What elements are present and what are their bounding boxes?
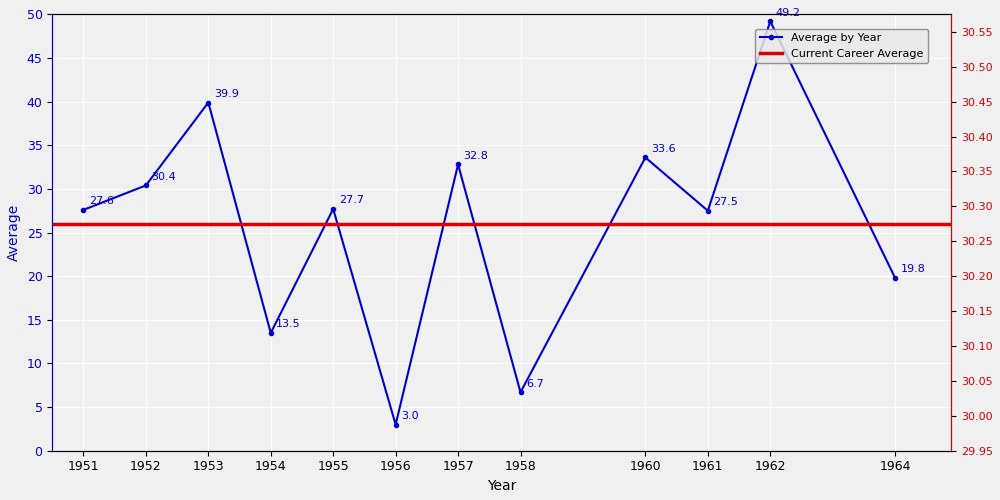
Text: 6.7: 6.7 [526, 378, 544, 388]
Average by Year [764, 18, 776, 24]
Average by Year [202, 100, 214, 105]
Text: 27.6: 27.6 [89, 196, 114, 206]
Text: 33.6: 33.6 [651, 144, 676, 154]
Text: 13.5: 13.5 [276, 320, 301, 330]
Text: 27.5: 27.5 [713, 197, 738, 207]
X-axis label: Year: Year [487, 479, 516, 493]
Text: 39.9: 39.9 [214, 89, 239, 99]
Average by Year [889, 275, 901, 281]
Text: 3.0: 3.0 [401, 411, 419, 421]
Legend: Average by Year, Current Career Average: Average by Year, Current Career Average [755, 28, 928, 63]
Line: Average by Year: Average by Year [81, 19, 897, 426]
Text: 49.2: 49.2 [776, 8, 801, 18]
Text: 32.8: 32.8 [464, 151, 489, 161]
Average by Year [515, 390, 527, 396]
Text: 30.4: 30.4 [151, 172, 176, 182]
Average by Year [639, 154, 651, 160]
Y-axis label: Average: Average [7, 204, 21, 261]
Average by Year [265, 330, 277, 336]
Average by Year [77, 207, 89, 213]
Text: 19.8: 19.8 [901, 264, 926, 274]
Average by Year [702, 208, 714, 214]
Average by Year [390, 422, 402, 428]
Average by Year [452, 162, 464, 168]
Average by Year [140, 182, 152, 188]
Average by Year [327, 206, 339, 212]
Text: 27.7: 27.7 [339, 196, 364, 205]
